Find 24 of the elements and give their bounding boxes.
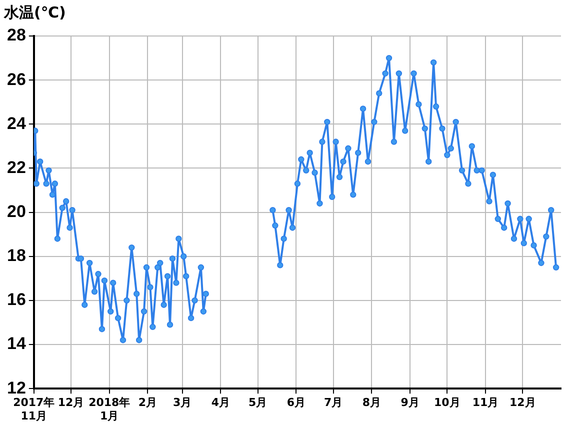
x-tick-label: 10月 <box>434 396 460 410</box>
x-tick-label: 4月 <box>211 396 230 410</box>
x-tick-label: 8月 <box>362 396 382 410</box>
y-tick-label: 22 <box>6 158 26 177</box>
x-tick-label: 2017年 11月 <box>13 396 55 422</box>
y-axis-title: 水温(℃) <box>3 3 66 22</box>
y-tick-label: 24 <box>6 114 26 133</box>
x-tick-label: 9月 <box>400 396 420 410</box>
y-tick-label: 28 <box>6 26 26 45</box>
y-tick-label: 26 <box>6 70 26 89</box>
y-tick-label: 16 <box>6 290 26 310</box>
y-tick-label: 14 <box>6 334 26 354</box>
x-tick-label: 5月 <box>248 396 268 410</box>
x-tick-label: 11月 <box>472 396 499 410</box>
x-tick-label: 7月 <box>324 396 343 410</box>
x-tick-label: 12月 <box>509 396 536 410</box>
x-tick-label: 3月 <box>173 396 192 410</box>
x-tick-label: 12月 <box>58 396 84 410</box>
x-tick-label: 2月 <box>138 396 158 410</box>
y-tick-label: 20 <box>6 202 26 221</box>
x-tick-label: 6月 <box>286 396 306 410</box>
y-tick-label: 18 <box>6 246 26 266</box>
x-tick-label: 2018年 1月 <box>88 396 130 422</box>
y-tick-label: 12 <box>6 378 26 398</box>
